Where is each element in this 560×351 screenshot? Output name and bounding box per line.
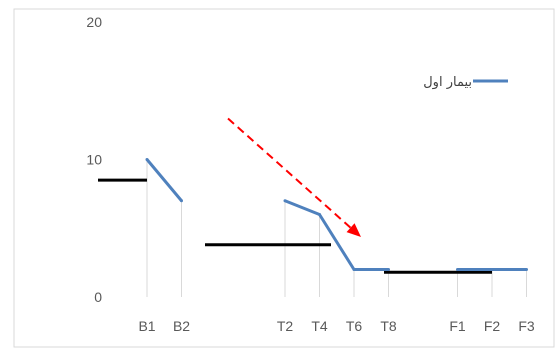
mean-lines — [98, 178, 492, 274]
x-tick-T6: T6 — [346, 318, 363, 334]
x-tick-F3: F3 — [518, 318, 535, 334]
data-point-F3 — [525, 268, 528, 271]
trend-arrow-layer — [227, 117, 361, 237]
x-tick-F1: F1 — [449, 318, 466, 334]
trend-arrow-head — [346, 223, 361, 237]
series-lines — [145, 158, 528, 271]
data-point-F2 — [490, 268, 494, 271]
data-point-B1 — [145, 158, 149, 161]
x-tick-labels: B1 B2 T2 T4 T6 T8 F1 F2 F3 — [138, 318, 534, 334]
x-tick-F2: F2 — [484, 318, 501, 334]
x-tick-B1: B1 — [138, 318, 155, 334]
data-point-T6 — [352, 268, 356, 271]
x-tick-T4: T4 — [311, 318, 328, 334]
data-point-F1 — [456, 268, 459, 271]
y-tick-10: 10 — [86, 152, 102, 168]
data-point-B2 — [180, 199, 183, 203]
data-point-T2 — [283, 199, 287, 203]
legend: بیمار اول — [423, 75, 508, 90]
y-tick-0: 0 — [94, 289, 102, 305]
x-tick-B2: B2 — [173, 318, 190, 334]
data-point-T8 — [387, 268, 390, 271]
data-point-T4 — [318, 213, 321, 216]
drop-lines — [146, 159, 527, 297]
y-tick-labels: 0 10 20 — [86, 14, 102, 305]
legend-entry-series-1: بیمار اول — [423, 75, 472, 90]
x-tick-T2: T2 — [277, 318, 294, 334]
trend-arrow-shaft — [227, 117, 352, 229]
series-1-segment-1 — [145, 158, 183, 202]
series-1-segment-2 — [284, 199, 389, 271]
chart-frame — [13, 8, 555, 348]
x-tick-T8: T8 — [380, 318, 397, 334]
y-tick-20: 20 — [86, 14, 102, 30]
